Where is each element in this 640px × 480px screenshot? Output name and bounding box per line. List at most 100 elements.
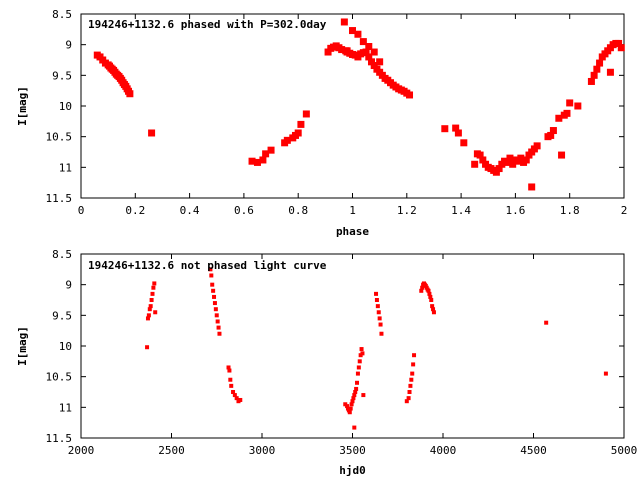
data-point [210, 282, 215, 287]
data-point [352, 425, 357, 430]
data-point [262, 150, 270, 158]
data-point [324, 48, 332, 56]
data-point [431, 307, 436, 312]
data-point [460, 139, 468, 147]
data-point [376, 310, 381, 315]
x-tick-label: 0.6 [234, 204, 254, 217]
chart-title: 194246+1132.6 phased with P=302.0day [88, 18, 327, 31]
data-point [146, 313, 151, 318]
data-point [370, 48, 378, 56]
data-point [353, 390, 358, 394]
x-tick-label: 1.8 [560, 204, 580, 217]
data-point [283, 136, 291, 144]
data-points [93, 18, 625, 191]
phased-light-curve-panel: 0 0.2 0.4 0.6 0.8 1 1.2 1.4 1.6 1.8 2 8.5 9 9.5 10 10.5… [16, 8, 627, 238]
data-point [452, 124, 460, 132]
data-point [147, 307, 152, 312]
data-point [355, 380, 360, 385]
y-tick-label: 9.5 [52, 309, 72, 322]
x-tick-label: 0.8 [288, 204, 308, 217]
data-point [297, 120, 305, 128]
data-point [492, 168, 500, 176]
data-point [145, 345, 150, 350]
x-tick-label: 0 [78, 204, 85, 217]
x-tick-label: 1.2 [397, 204, 417, 217]
data-point [355, 371, 360, 376]
data-point [411, 362, 416, 367]
data-point [361, 393, 366, 398]
data-point [376, 58, 384, 66]
data-point [349, 27, 356, 35]
data-point [427, 291, 432, 296]
data-point [348, 406, 353, 411]
data-point [216, 325, 221, 330]
data-point [606, 68, 614, 76]
data-point [429, 298, 434, 302]
x-tick-label: 1.6 [505, 204, 525, 217]
data-point [215, 319, 220, 324]
data-point [212, 301, 217, 306]
data-point [563, 109, 571, 117]
unphased-light-curve-panel: 2000 2500 3000 3500 4000 4500 5000 8.5 9 9.5 10 10.… [16, 248, 637, 477]
data-point [209, 273, 214, 278]
data-point [349, 402, 354, 407]
data-point [596, 59, 604, 67]
data-point [374, 298, 379, 302]
y-tick-label: 9.5 [52, 69, 72, 82]
data-point [587, 77, 595, 85]
y-axis-label: I[mag] [16, 326, 29, 366]
data-point [503, 158, 511, 166]
data-point [354, 386, 359, 391]
y-tick-label: 10 [59, 100, 72, 113]
data-point [231, 390, 236, 394]
data-point [148, 129, 156, 137]
data-point [617, 44, 625, 52]
x-tick-label: 5000 [611, 444, 638, 457]
data-point [150, 291, 155, 296]
data-point [590, 71, 598, 79]
data-point [410, 371, 415, 376]
data-point [365, 43, 373, 51]
data-point [558, 151, 566, 159]
y-tick-label: 10.5 [46, 371, 73, 384]
data-point [379, 331, 384, 336]
data-point [232, 393, 237, 398]
data-point [555, 114, 563, 122]
data-point [522, 156, 530, 164]
x-tick-label: 3000 [249, 444, 276, 457]
data-point [354, 30, 362, 38]
x-tick-label: 1.4 [451, 204, 471, 217]
data-point [509, 160, 517, 168]
data-point [479, 156, 487, 164]
x-tick-label: 3500 [339, 444, 366, 457]
data-point [212, 294, 217, 299]
y-tick-label: 11.5 [46, 192, 73, 205]
data-point [351, 396, 356, 401]
x-tick-label: 4500 [520, 444, 547, 457]
data-point [226, 365, 231, 370]
data-point [343, 47, 351, 55]
y-tick-label: 11 [59, 161, 72, 174]
data-point [419, 288, 424, 293]
data-point [454, 129, 462, 137]
y-axis-label: I[mag] [16, 86, 29, 126]
y-tick-label: 10 [59, 340, 72, 353]
data-point [362, 48, 370, 56]
data-point [151, 285, 156, 290]
data-point [126, 90, 134, 98]
data-point [368, 58, 376, 66]
data-point [302, 110, 310, 118]
y-tick-label: 8.5 [52, 8, 72, 21]
data-point [377, 316, 382, 321]
data-point [214, 313, 219, 318]
data-point [340, 18, 348, 26]
data-point [495, 165, 503, 173]
data-point [412, 353, 417, 358]
data-point [153, 310, 158, 315]
y-tick-label: 9 [65, 279, 72, 292]
data-point [148, 304, 153, 309]
data-point [359, 347, 364, 352]
data-point [234, 396, 239, 401]
data-point [357, 359, 362, 364]
